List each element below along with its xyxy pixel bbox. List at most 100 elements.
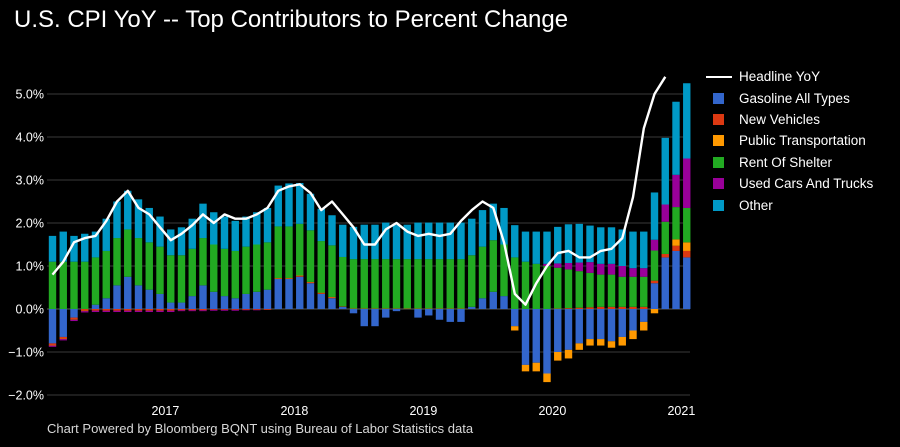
bar-segment[interactable] xyxy=(382,222,390,260)
bar-segment[interactable] xyxy=(575,307,583,309)
bar-segment[interactable] xyxy=(478,246,487,299)
bar-segment[interactable] xyxy=(500,207,508,245)
bar-segment[interactable] xyxy=(629,309,637,331)
bar-segment[interactable] xyxy=(629,306,637,309)
legend-item-other[interactable]: Other xyxy=(706,194,873,215)
bar-segment[interactable] xyxy=(220,248,229,297)
bar-segment[interactable] xyxy=(629,268,637,277)
bar-segment[interactable] xyxy=(618,306,626,309)
bar-segment[interactable] xyxy=(521,261,530,309)
bar-segment[interactable] xyxy=(586,307,594,309)
bar-segment[interactable] xyxy=(575,343,583,350)
bar-segment[interactable] xyxy=(145,289,153,309)
bar-segment[interactable] xyxy=(532,263,540,309)
bar-segment[interactable] xyxy=(672,239,680,246)
bar-segment[interactable] xyxy=(371,309,379,327)
bar-segment[interactable] xyxy=(339,224,347,257)
bar-segment[interactable] xyxy=(220,216,229,249)
bar-segment[interactable] xyxy=(48,343,57,346)
bar-segment[interactable] xyxy=(177,255,186,303)
bar-segment[interactable] xyxy=(91,309,100,311)
bar-segment[interactable] xyxy=(597,309,605,340)
bar-segment[interactable] xyxy=(296,276,304,309)
bar-segment[interactable] xyxy=(113,309,121,311)
bar-segment[interactable] xyxy=(231,220,239,251)
bar-segment[interactable] xyxy=(564,349,573,359)
bar-segment[interactable] xyxy=(597,274,605,307)
bar-segment[interactable] xyxy=(661,137,669,205)
bar-segment[interactable] xyxy=(91,257,100,305)
bar-segment[interactable] xyxy=(371,259,379,309)
bar-segment[interactable] xyxy=(661,257,669,309)
bar-segment[interactable] xyxy=(296,183,304,224)
bar-segment[interactable] xyxy=(134,310,143,313)
bar-segment[interactable] xyxy=(210,244,218,292)
bar-segment[interactable] xyxy=(607,341,616,348)
bar-segment[interactable] xyxy=(392,259,401,309)
bar-segment[interactable] xyxy=(134,238,143,286)
bar-segment[interactable] xyxy=(618,309,626,337)
bar-segment[interactable] xyxy=(102,250,110,299)
bar-segment[interactable] xyxy=(618,229,626,266)
bar-segment[interactable] xyxy=(575,223,583,263)
bar-segment[interactable] xyxy=(70,235,78,262)
bar-segment[interactable] xyxy=(597,227,605,264)
bar-segment[interactable] xyxy=(414,222,422,260)
bar-segment[interactable] xyxy=(543,266,551,309)
bar-segment[interactable] xyxy=(263,207,272,243)
bar-segment[interactable] xyxy=(113,310,121,313)
bar-segment[interactable] xyxy=(274,185,282,227)
bar-segment[interactable] xyxy=(392,309,401,312)
legend-item-new-vehicles[interactable]: New Vehicles xyxy=(706,109,873,130)
bar-segment[interactable] xyxy=(683,158,691,208)
bar-segment[interactable] xyxy=(81,261,89,309)
bar-segment[interactable] xyxy=(414,259,422,309)
bar-segment[interactable] xyxy=(231,309,239,310)
legend-item-headline-yoy[interactable]: Headline YoY xyxy=(706,66,873,87)
bar-segment[interactable] xyxy=(403,259,411,309)
bar-segment[interactable] xyxy=(672,174,680,208)
bar-segment[interactable] xyxy=(145,310,153,313)
bar-segment[interactable] xyxy=(403,224,411,260)
bar-segment[interactable] xyxy=(81,309,89,311)
bar-segment[interactable] xyxy=(661,204,669,222)
bar-segment[interactable] xyxy=(650,280,659,284)
bar-segment[interactable] xyxy=(349,226,358,260)
bar-segment[interactable] xyxy=(124,310,132,313)
bar-segment[interactable] xyxy=(328,297,336,299)
bar-segment[interactable] xyxy=(489,291,497,309)
bar-segment[interactable] xyxy=(683,257,691,309)
bar-segment[interactable] xyxy=(145,242,153,290)
bar-segment[interactable] xyxy=(640,309,648,322)
bar-segment[interactable] xyxy=(457,309,465,322)
bar-segment[interactable] xyxy=(554,267,562,309)
bar-segment[interactable] xyxy=(317,208,325,242)
bar-segment[interactable] xyxy=(156,310,164,313)
bar-segment[interactable] xyxy=(220,309,229,310)
bar-segment[interactable] xyxy=(468,306,476,309)
bar-segment[interactable] xyxy=(360,259,368,309)
bar-segment[interactable] xyxy=(661,221,669,254)
bar-segment[interactable] xyxy=(102,298,110,309)
bar-segment[interactable] xyxy=(607,274,616,307)
bar-segment[interactable] xyxy=(177,310,186,312)
bar-segment[interactable] xyxy=(328,215,336,246)
bar-segment[interactable] xyxy=(274,226,282,279)
bar-segment[interactable] xyxy=(70,319,78,322)
bar-segment[interactable] xyxy=(392,224,401,260)
bar-segment[interactable] xyxy=(124,309,132,311)
bar-segment[interactable] xyxy=(188,296,196,309)
bar-segment[interactable] xyxy=(59,309,67,337)
bar-segment[interactable] xyxy=(145,309,153,311)
bar-segment[interactable] xyxy=(145,207,153,243)
bar-segment[interactable] xyxy=(285,278,293,309)
bar-segment[interactable] xyxy=(640,268,648,277)
bar-segment[interactable] xyxy=(500,296,508,309)
bar-segment[interactable] xyxy=(435,259,444,309)
legend-item-gasoline[interactable]: Gasoline All Types xyxy=(706,87,873,108)
bar-segment[interactable] xyxy=(640,231,648,269)
bar-segment[interactable] xyxy=(371,224,379,260)
bar-segment[interactable] xyxy=(564,269,573,309)
bar-segment[interactable] xyxy=(446,222,454,260)
bar-segment[interactable] xyxy=(554,352,562,361)
